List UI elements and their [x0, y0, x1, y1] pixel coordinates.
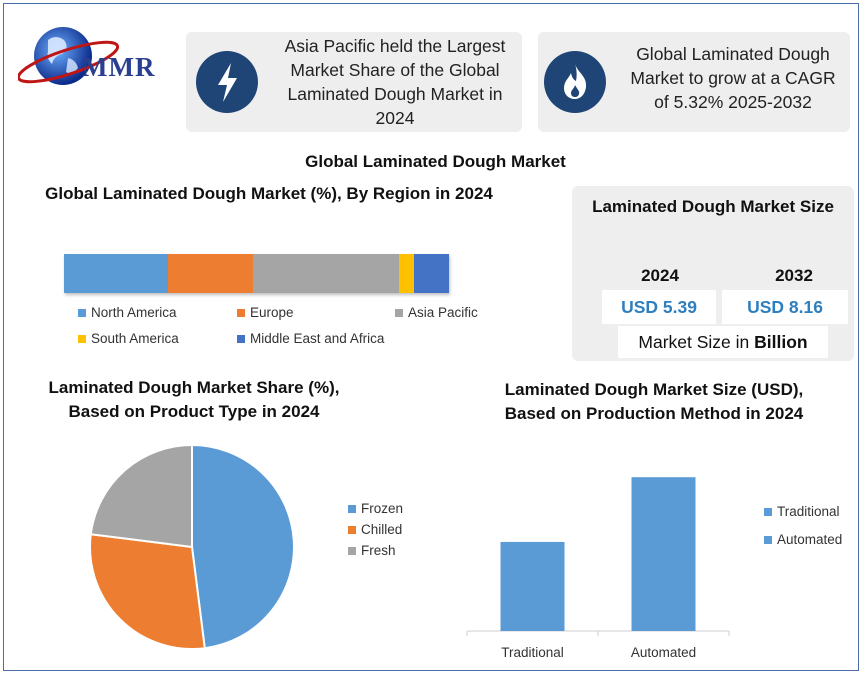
bar-segment-asia-pacific	[252, 254, 399, 293]
legend-label: Fresh	[361, 543, 396, 558]
bar-automated	[631, 477, 696, 631]
x-tick-label-automated: Automated	[631, 645, 696, 660]
legend-swatch	[78, 334, 86, 343]
bar-traditional	[500, 541, 565, 631]
infographic-frame: MMR Asia Pacific held the Largest Market…	[3, 3, 859, 671]
bar-segment-north-america	[64, 254, 168, 293]
legend-swatch	[764, 507, 772, 516]
region-stacked-bar	[64, 254, 449, 293]
legend-label: Automated	[777, 532, 843, 547]
value-2024: USD 5.39	[602, 290, 716, 324]
unit-prefix: Market Size in	[638, 332, 755, 352]
legend-item-europe: Europe	[237, 305, 294, 320]
legend-item-south-america: South America	[78, 331, 179, 346]
logo: MMR	[16, 22, 183, 92]
legend-label: Middle East and Africa	[250, 331, 385, 346]
market-size-unit: Market Size in Billion	[618, 326, 828, 358]
flame-icon	[544, 51, 606, 113]
legend-item-fresh: Fresh	[348, 543, 396, 558]
highlight-text: Asia Pacific held the Largest Market Sha…	[284, 36, 506, 128]
legend-item-chilled: Chilled	[348, 522, 402, 537]
pie-chart-title: Laminated Dough Market Share (%), Based …	[48, 378, 340, 421]
legend-swatch	[237, 308, 245, 317]
legend-label: South America	[91, 331, 179, 346]
pie-slice-frozen	[191, 443, 295, 650]
product-type-pie-chart	[89, 443, 295, 650]
globe-logo-icon	[16, 27, 120, 85]
legend-item-traditional: Traditional	[764, 504, 840, 519]
legend-label: Asia Pacific	[408, 305, 478, 320]
bar-segment-europe	[167, 254, 253, 293]
legend-label: Europe	[250, 305, 294, 320]
highlight-text: Global Laminated Dough Market to grow at…	[630, 44, 836, 112]
value-2032: USD 8.16	[722, 290, 848, 324]
main-title: Global Laminated Dough Market	[305, 152, 566, 171]
highlight-card-largest-share: Asia Pacific held the Largest Market Sha…	[186, 32, 522, 132]
legend-label: Chilled	[361, 522, 403, 537]
legend-swatch	[348, 525, 356, 534]
year-2032-label: 2032	[775, 266, 813, 285]
pie-slice-fresh	[89, 443, 193, 549]
legend-swatch	[395, 308, 403, 317]
bar-chart-title: Laminated Dough Market Size (USD), Based…	[504, 380, 804, 423]
region-chart-title: Global Laminated Dough Market (%), By Re…	[45, 184, 493, 203]
legend-swatch	[764, 535, 772, 544]
unit-bold: Billion	[754, 332, 808, 352]
legend-item-asia-pacific: Asia Pacific	[395, 305, 478, 320]
legend-item-frozen: Frozen	[348, 501, 403, 516]
legend-item-automated: Automated	[764, 532, 842, 547]
pie-slice-chilled	[89, 533, 206, 650]
market-size-title: Laminated Dough Market Size	[592, 197, 834, 216]
x-tick-label-traditional: Traditional	[501, 645, 564, 660]
legend-label: Frozen	[361, 501, 404, 516]
lightning-bolt-icon	[196, 51, 258, 113]
highlight-card-cagr: Global Laminated Dough Market to grow at…	[538, 32, 850, 132]
legend-item-middle-east-and-africa: Middle East and Africa	[237, 331, 384, 346]
legend-swatch	[237, 334, 245, 343]
legend-label: Traditional	[777, 504, 840, 519]
legend-item-north-america: North America	[78, 305, 177, 320]
logo-text: MMR	[82, 52, 156, 82]
legend-swatch	[348, 546, 356, 555]
production-method-bar-chart: Traditional Automated	[466, 477, 730, 660]
legend-swatch	[78, 308, 86, 317]
market-size-panel: Laminated Dough Market Size 2024 2032 US…	[572, 186, 854, 361]
legend-swatch	[348, 504, 356, 513]
bar-segment-middle-east-and-africa	[414, 254, 449, 293]
legend-label: North America	[91, 305, 177, 320]
bar-segment-south-america	[398, 254, 415, 293]
year-2024-label: 2024	[641, 266, 679, 285]
